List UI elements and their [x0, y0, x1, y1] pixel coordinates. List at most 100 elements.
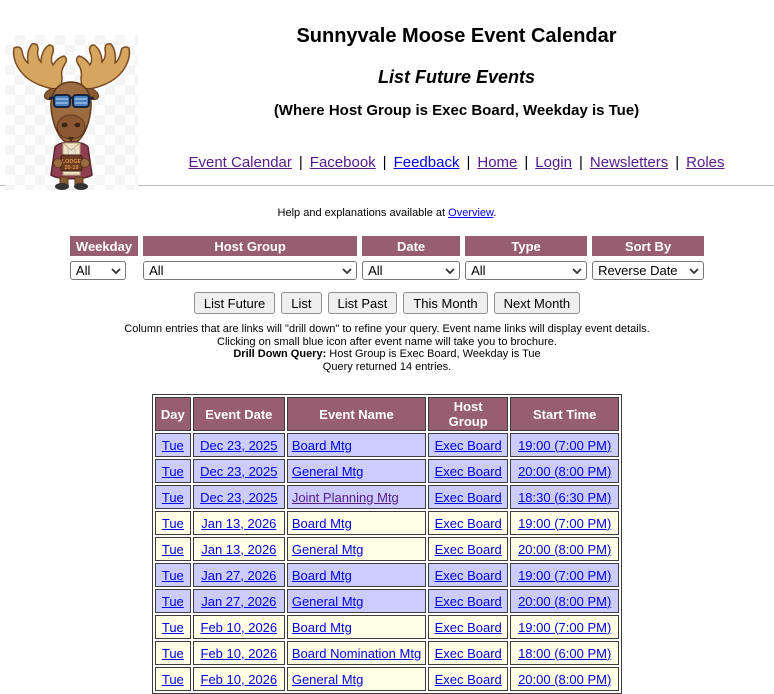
date-select[interactable]: All	[362, 261, 461, 280]
mug-text-line1: LODGE	[62, 159, 82, 165]
event-name-link[interactable]: General Mtg	[291, 593, 364, 609]
host-group-link[interactable]: Exec Board	[434, 645, 502, 661]
event-cell-host: Exec Board	[428, 537, 509, 561]
chevron-down-icon	[689, 267, 699, 274]
host-group-link[interactable]: Exec Board	[434, 671, 502, 687]
filter-cell-weekday: All	[69, 261, 138, 280]
list-future-button[interactable]: List Future	[193, 292, 276, 314]
day-link[interactable]: Tue	[161, 593, 184, 609]
day-link[interactable]: Tue	[161, 645, 184, 661]
event-cell-name: General Mtg	[286, 537, 427, 561]
event-date-link[interactable]: Jan 27, 2026	[201, 593, 277, 609]
event-name-link[interactable]: Board Nomination Mtg	[291, 645, 422, 661]
divider	[0, 185, 774, 186]
event-cell-day: Tue	[154, 615, 191, 639]
start-time-link[interactable]: 20:00 (8:00 PM)	[518, 593, 612, 609]
event-cell-host: Exec Board	[428, 641, 509, 665]
chevron-down-icon	[572, 267, 582, 274]
weekday-select-value: All	[75, 263, 91, 278]
nav-separator: |	[675, 154, 680, 171]
event-date-link[interactable]: Jan 13, 2026	[201, 515, 277, 531]
nav-link-login[interactable]: Login	[535, 154, 572, 171]
start-time-link[interactable]: 19:00 (7:00 PM)	[518, 619, 612, 635]
start-time-link[interactable]: 19:00 (7:00 PM)	[518, 515, 612, 531]
event-cell-time: 18:00 (6:00 PM)	[510, 641, 620, 665]
sort-by-select[interactable]: Reverse Date	[592, 261, 705, 280]
host-group-link[interactable]: Exec Board	[434, 593, 502, 609]
host-group-link[interactable]: Exec Board	[434, 567, 502, 583]
list-button[interactable]: List	[281, 292, 322, 314]
event-date-link[interactable]: Dec 23, 2025	[200, 489, 278, 505]
start-time-link[interactable]: 20:00 (8:00 PM)	[518, 541, 612, 557]
start-time-link[interactable]: 18:30 (6:30 PM)	[518, 489, 612, 505]
filter-column-type: Type	[465, 236, 588, 256]
moose-mascot-image: LODGE 20-19	[5, 35, 138, 190]
day-link[interactable]: Tue	[161, 437, 184, 453]
event-name-link[interactable]: General Mtg	[291, 541, 364, 557]
host-group-link[interactable]: Exec Board	[434, 489, 502, 505]
host-group-link[interactable]: Exec Board	[434, 619, 502, 635]
events-column-event-date: Event Date	[192, 397, 285, 431]
event-row: Tue Feb 10, 2026 Board Mtg Exec Board 19:00 …	[154, 615, 620, 639]
day-link[interactable]: Tue	[161, 489, 184, 505]
event-cell-date: Jan 13, 2026	[192, 537, 285, 561]
event-name-link[interactable]: Joint Planning Mtg	[291, 489, 399, 505]
event-cell-date: Dec 23, 2025	[192, 485, 285, 509]
event-name-link[interactable]: Board Mtg	[291, 619, 352, 635]
event-date-link[interactable]: Dec 23, 2025	[200, 463, 278, 479]
nav-link-feedback[interactable]: Feedback	[393, 154, 460, 171]
drill-down-label: Drill Down Query:	[233, 348, 327, 360]
filter-cell-sort-by: Reverse Date	[592, 261, 705, 280]
weekday-select[interactable]: All	[69, 261, 126, 280]
host-group-link[interactable]: Exec Board	[434, 515, 502, 531]
event-date-link[interactable]: Feb 10, 2026	[200, 671, 278, 687]
start-time-link[interactable]: 20:00 (8:00 PM)	[518, 671, 612, 687]
host-group-link[interactable]: Exec Board	[434, 437, 502, 453]
type-select[interactable]: All	[465, 261, 588, 280]
event-date-link[interactable]: Feb 10, 2026	[200, 645, 278, 661]
note-line-2: Clicking on small blue icon after event …	[217, 335, 557, 348]
event-cell-date: Feb 10, 2026	[192, 615, 285, 639]
start-time-link[interactable]: 18:00 (6:00 PM)	[518, 645, 612, 661]
nav-separator: |	[524, 154, 529, 171]
list-past-button[interactable]: List Past	[327, 292, 398, 314]
day-link[interactable]: Tue	[161, 463, 184, 479]
host-group-link[interactable]: Exec Board	[434, 463, 502, 479]
event-cell-date: Jan 27, 2026	[192, 589, 285, 613]
steam	[66, 146, 77, 155]
nav-link-home[interactable]: Home	[477, 154, 518, 171]
event-cell-host: Exec Board	[428, 511, 509, 535]
day-link[interactable]: Tue	[161, 567, 184, 583]
event-name-link[interactable]: Board Mtg	[291, 437, 352, 453]
day-link[interactable]: Tue	[161, 671, 184, 687]
nav-link-roles[interactable]: Roles	[686, 154, 725, 171]
overview-link[interactable]: Overview	[448, 207, 494, 219]
day-link[interactable]: Tue	[161, 541, 184, 557]
nav-link-newsletters[interactable]: Newsletters	[589, 154, 669, 171]
day-link[interactable]: Tue	[161, 619, 184, 635]
nav-link-facebook[interactable]: Facebook	[309, 154, 376, 171]
next-month-button[interactable]: Next Month	[493, 292, 581, 314]
start-time-link[interactable]: 19:00 (7:00 PM)	[518, 437, 612, 453]
event-cell-time: 19:00 (7:00 PM)	[510, 563, 620, 587]
event-name-link[interactable]: Board Mtg	[291, 515, 352, 531]
event-cell-day: Tue	[154, 667, 191, 691]
date-select-value: All	[368, 263, 383, 278]
start-time-link[interactable]: 20:00 (8:00 PM)	[518, 463, 612, 479]
event-name-link[interactable]: General Mtg	[291, 671, 364, 687]
event-row: Tue Jan 13, 2026 Board Mtg Exec Board 19:00 …	[154, 511, 620, 535]
event-date-link[interactable]: Jan 27, 2026	[201, 567, 277, 583]
this-month-button[interactable]: This Month	[403, 292, 488, 314]
host-group-select[interactable]: All	[143, 261, 358, 280]
day-link[interactable]: Tue	[161, 515, 184, 531]
nostril-left	[61, 122, 68, 128]
event-name-link[interactable]: Board Mtg	[291, 567, 352, 583]
event-name-link[interactable]: General Mtg	[291, 463, 364, 479]
event-date-link[interactable]: Jan 13, 2026	[201, 541, 277, 557]
host-group-link[interactable]: Exec Board	[434, 541, 502, 557]
event-date-link[interactable]: Feb 10, 2026	[200, 619, 278, 635]
nav-link-event-calendar[interactable]: Event Calendar	[188, 154, 292, 171]
goatee	[68, 137, 74, 142]
start-time-link[interactable]: 19:00 (7:00 PM)	[518, 567, 612, 583]
event-date-link[interactable]: Dec 23, 2025	[200, 437, 278, 453]
